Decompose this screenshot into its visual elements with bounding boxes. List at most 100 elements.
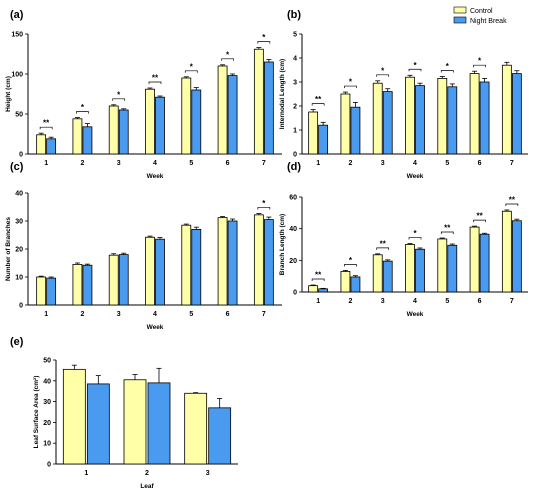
- panel-b-significance-bracket: [440, 70, 454, 73]
- panel-d-significance-label: **: [380, 239, 387, 248]
- panel-b-significance-bracket: [344, 85, 357, 89]
- panel-a-significance-label: *: [117, 90, 121, 99]
- panel-e-label: (e): [10, 336, 24, 348]
- panel-d-significance-label: *: [413, 229, 417, 238]
- panel-d-x-tick-label: 1: [316, 298, 320, 305]
- panel-d-x-axis-title: Week: [407, 311, 424, 318]
- panel-a: (a) 0 50 100 150 1 ** 2 * 3 * 4 ** 5 * 6 * 7 * Week Height (…: [5, 9, 282, 180]
- panel-a-significance-label: **: [152, 74, 159, 83]
- panel-d-bar-night-break: [318, 288, 329, 293]
- panel-e-x-tick-label: 2: [145, 470, 149, 477]
- panel-b-bar-control: [372, 82, 383, 155]
- panel-b-bar-night-break: [447, 86, 458, 155]
- panel-a-y-tick-label: 150: [11, 32, 23, 39]
- panel-a-significance-bracket: [148, 81, 162, 84]
- panel-b-significance-label: *: [413, 61, 417, 70]
- panel-a-bar-control: [108, 105, 119, 155]
- panel-b-bar-night-break: [382, 91, 393, 155]
- panel-b-bar-night-break: [350, 106, 361, 155]
- panel-a-x-axis-title: Week: [147, 173, 164, 180]
- panel-d-y-axis-title: Branch Length (cm): [279, 214, 286, 275]
- panel-c-y-tick-label: 40: [15, 191, 23, 198]
- panel-c-x-tick-label: 6: [226, 311, 230, 318]
- panel-b-bar-control: [501, 64, 512, 155]
- panel-c-bar-night-break: [46, 277, 57, 306]
- panel-a-y-tick-label: 100: [11, 72, 23, 79]
- panel-b-significance-label: *: [381, 66, 385, 75]
- panel-e-y-axis-title: Leaf Surface Area (cm²): [33, 376, 40, 449]
- panel-c: (c) 0 10 20 30 40 1 2 3 4 5 6 7 * Week Number of Branch…: [5, 161, 282, 331]
- panel-e-bar-night-break: [86, 383, 110, 465]
- panel-a-significance-label: **: [43, 119, 50, 128]
- panel-d-x-tick-label: 7: [510, 298, 514, 305]
- panel-b-bar-night-break: [318, 124, 329, 155]
- panel-b-significance-label: *: [349, 78, 353, 87]
- panel-d-significance-label: **: [315, 271, 322, 280]
- panel-c-bar-night-break: [118, 254, 129, 306]
- panel-b-bar-night-break: [511, 73, 522, 155]
- panel-e-y-tick-label: 30: [43, 399, 51, 406]
- panel-c-y-tick-label: 30: [15, 219, 23, 226]
- panel-d-bar-night-break: [447, 244, 458, 293]
- panel-e-bar-night-break: [147, 382, 171, 465]
- panel-e-y-tick-label: 20: [43, 420, 51, 427]
- panel-a-x-tick-label: 1: [44, 160, 48, 167]
- panel-c-bar-control: [181, 224, 192, 306]
- panel-d-bar-night-break: [382, 260, 393, 293]
- panel-b-x-tick-label: 2: [348, 160, 352, 167]
- panel-d-bar-control: [501, 210, 512, 293]
- panel-c-bar-night-break: [263, 219, 274, 306]
- panel-c-significance-bracket: [257, 207, 271, 210]
- panel-a-significance-label: *: [81, 103, 85, 112]
- panel-e: (e) 0 10 20 30 40 50 1 2 3 Leaf Leaf Surface Area (…: [10, 336, 238, 490]
- panel-a-bar-night-break: [227, 75, 238, 155]
- panel-a-x-tick-label: 4: [153, 160, 157, 167]
- panel-a-bar-night-break: [82, 126, 93, 155]
- panel-b-significance-bracket: [473, 64, 486, 68]
- legend-swatch-control: [453, 6, 467, 14]
- panel-a-bar-control: [253, 48, 264, 155]
- panel-a-y-axis-title: Height (cm): [5, 76, 12, 112]
- panel-c-x-axis-title: Week: [147, 324, 164, 331]
- panel-b-x-tick-label: 1: [316, 160, 320, 167]
- panel-c-bar-night-break: [82, 264, 93, 306]
- panel-a-significance-bracket: [184, 70, 198, 73]
- panel-b-significance-label: *: [446, 62, 450, 71]
- panel-a-bar-control: [36, 134, 47, 155]
- panel-a-significance-bracket: [112, 98, 126, 101]
- panel-a-y-tick-label: 0: [19, 152, 23, 159]
- panel-d-bar-control: [340, 271, 351, 293]
- panel-d-y-tick-label: 20: [289, 258, 297, 265]
- panel-d-x-tick-label: 5: [445, 298, 449, 305]
- panel-e-y-tick-label: 50: [43, 358, 51, 365]
- panel-d-y-tick-label: 0: [293, 290, 297, 297]
- panel-c-x-tick-label: 3: [117, 311, 121, 318]
- panel-a-x-tick-label: 3: [117, 160, 121, 167]
- panel-c-bar-night-break: [227, 220, 238, 306]
- legend-swatch-night-break: [453, 16, 467, 24]
- panel-d-significance-bracket: [408, 237, 422, 240]
- panel-a-significance-label: *: [226, 50, 230, 59]
- panel-b-y-tick-label: 0: [293, 152, 297, 159]
- panel-a-bar-night-break: [263, 61, 274, 155]
- panel-b-bar-control: [405, 76, 415, 155]
- panel-b: (b) 0 1 2 3 4 5 1 ** 2 * 3 * 4 * 5 * 6 * 7 Week Internodal Le…: [279, 9, 528, 180]
- panel-a-bar-night-break: [46, 138, 57, 155]
- panel-e-y-tick-label: 0: [47, 462, 51, 469]
- panel-e-x-tick-label: 3: [206, 470, 210, 477]
- panel-d-x-tick-label: 4: [413, 298, 417, 305]
- legend: Control Night Break: [453, 6, 507, 25]
- panel-e-bar-control: [123, 379, 147, 465]
- panel-a-x-tick-label: 5: [189, 160, 193, 167]
- panel-d-bar-control: [308, 285, 319, 293]
- panel-a-significance-label: *: [262, 33, 266, 42]
- panel-c-bar-control: [217, 217, 228, 306]
- panel-d-significance-bracket: [473, 219, 486, 223]
- panel-b-bar-control: [469, 73, 480, 155]
- panel-a-bar-control: [181, 77, 192, 155]
- panel-d-significance-bracket: [311, 278, 325, 282]
- panel-b-x-tick-label: 6: [478, 160, 482, 167]
- panel-c-bar-control: [36, 276, 47, 306]
- panel-e-y-tick-label: 10: [43, 441, 51, 448]
- panel-a-bar-control: [145, 88, 155, 155]
